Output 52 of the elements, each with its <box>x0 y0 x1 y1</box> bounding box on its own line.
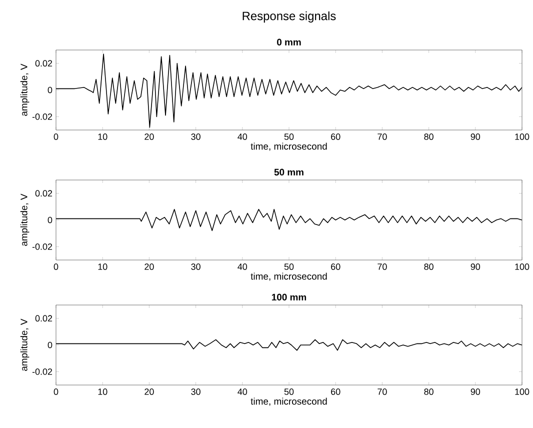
x-tick-label: 60 <box>331 134 340 140</box>
y-tick-label: -0.02 <box>32 113 52 120</box>
chart-subtitle: 0 mm <box>277 38 301 46</box>
x-tick-label: 0 <box>54 388 58 395</box>
y-axis-title: amplitude, V <box>20 318 30 371</box>
x-tick-label: 10 <box>98 134 108 140</box>
x-tick-label: 80 <box>424 388 434 395</box>
x-tick-label: 0 <box>54 264 58 270</box>
x-tick-label: 20 <box>144 134 154 140</box>
x-tick-label: 30 <box>191 134 200 140</box>
x-axis-title: time, microsecond <box>250 272 327 281</box>
x-tick-label: 40 <box>238 264 248 270</box>
y-tick-label: 0 <box>48 86 52 94</box>
chart-title: Response signals <box>242 11 336 23</box>
y-tick-label: 0.02 <box>35 60 52 67</box>
x-tick-label: 40 <box>238 388 248 395</box>
x-tick-label: 100 <box>515 388 530 395</box>
x-tick-label: 90 <box>470 388 480 395</box>
x-tick-label: 70 <box>378 388 387 395</box>
x-tick-label: 100 <box>515 134 530 140</box>
x-axis-title: time, microsecond <box>250 142 327 151</box>
y-tick-label: -0.02 <box>32 368 52 375</box>
x-tick-label: 80 <box>424 264 434 270</box>
x-tick-label: 50 <box>284 264 294 270</box>
x-tick-label: 0 <box>54 134 58 140</box>
x-tick-label: 10 <box>98 264 108 270</box>
x-tick-label: 50 <box>284 388 294 395</box>
y-axis-title: amplitude, V <box>20 194 30 246</box>
x-tick-label: 50 <box>284 134 294 140</box>
y-tick-label: 0.02 <box>35 190 52 197</box>
y-tick-label: -0.02 <box>32 243 52 250</box>
chart-title: 50 mm <box>274 168 304 176</box>
chart-title: 100 mm <box>272 294 306 301</box>
x-tick-label: 20 <box>144 388 154 395</box>
x-tick-label: 70 <box>378 134 387 140</box>
y-tick-label: 0.02 <box>35 315 52 322</box>
x-tick-label: 60 <box>331 264 340 270</box>
x-axis-title: time, microsecond <box>250 398 327 406</box>
x-tick-label: 10 <box>98 388 108 395</box>
x-tick-label: 20 <box>144 264 154 270</box>
x-tick-label: 100 <box>515 264 530 270</box>
x-tick-label: 80 <box>424 134 434 140</box>
y-tick-label: 0 <box>48 216 52 224</box>
x-tick-label: 30 <box>191 264 200 270</box>
x-tick-label: 90 <box>470 264 480 270</box>
x-tick-label: 60 <box>331 388 340 395</box>
y-tick-label: 0 <box>48 342 52 348</box>
y-axis-title: amplitude, V <box>20 64 30 116</box>
x-tick-label: 90 <box>470 134 480 140</box>
x-tick-label: 70 <box>378 264 387 270</box>
x-tick-label: 30 <box>191 388 200 395</box>
x-tick-label: 40 <box>238 134 248 140</box>
